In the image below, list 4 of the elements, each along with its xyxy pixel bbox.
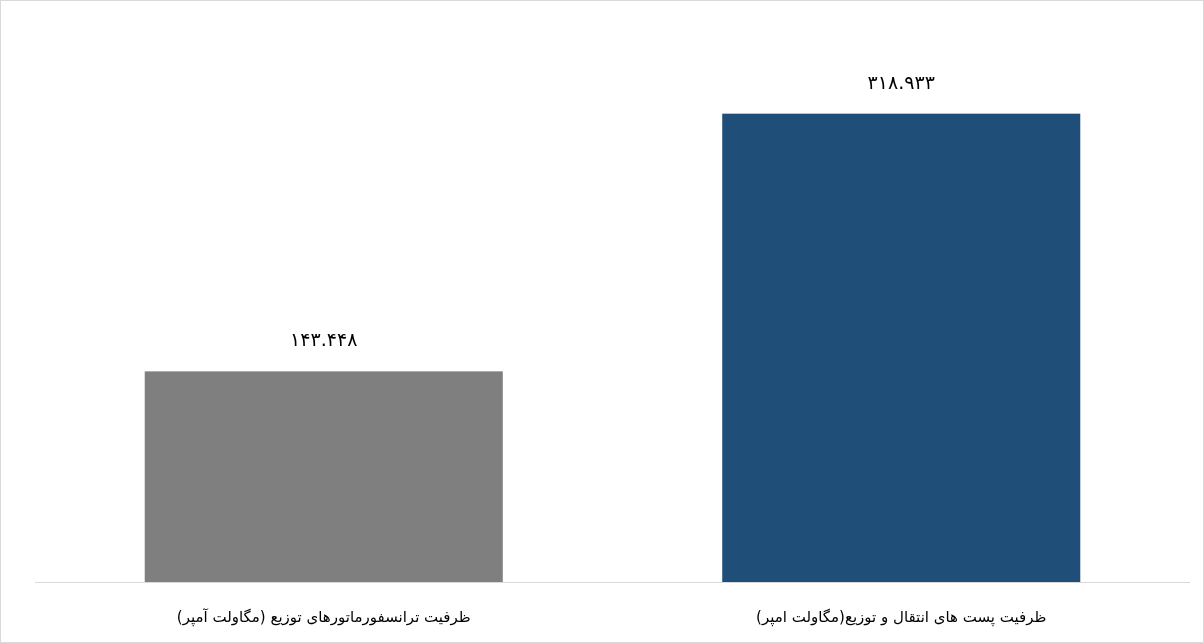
data-label: ۳۱۸.۹۳۳ xyxy=(867,70,935,93)
data-label: ۱۴۳.۴۴۸ xyxy=(290,328,358,351)
x-tick-label: ظرفیت پست های انتقال و توزیع(مگاولت امپر) xyxy=(756,608,1047,627)
x-tick-label: ظرفیت ترانسفورماتورهای توزیع (مگاولت آمپر) xyxy=(176,608,471,627)
